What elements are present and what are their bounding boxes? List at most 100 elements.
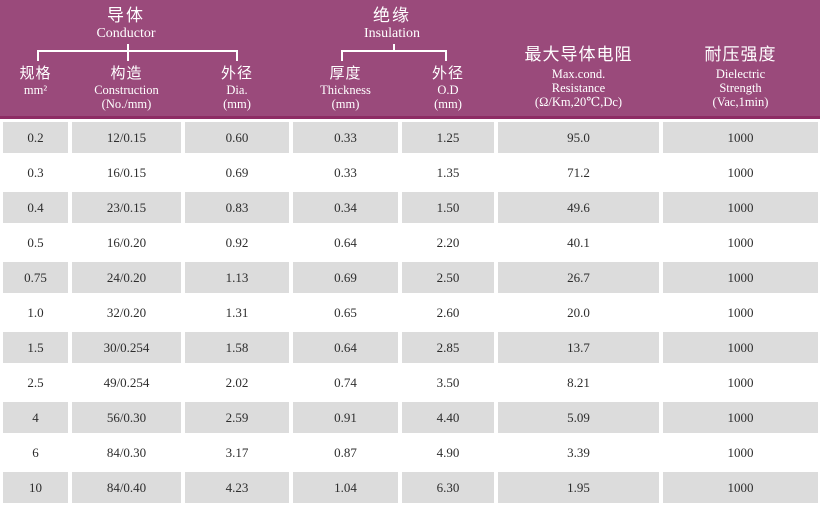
table-cell: 1.50 — [402, 192, 494, 223]
table-cell: 23/0.15 — [72, 192, 181, 223]
table-cell: 0.60 — [185, 122, 289, 153]
table-row: 6 84/0.30 3.17 0.87 4.90 3.39 1000 — [3, 437, 818, 468]
table-cell: 49/0.254 — [72, 367, 181, 398]
column-header-en: (mm) — [223, 97, 251, 111]
insulation-group-header: 绝缘 Insulation — [292, 6, 492, 42]
table-cell: 2.5 — [3, 367, 68, 398]
table-header: 导体 Conductor 绝缘 Insulation 规格 mm² 构造 Constr… — [0, 0, 820, 119]
table-row: 1.0 32/0.20 1.31 0.65 2.60 20.0 1000 — [3, 297, 818, 328]
table-cell: 2.02 — [185, 367, 289, 398]
table-cell: 1.0 — [3, 297, 68, 328]
table-cell: 0.33 — [293, 157, 398, 188]
table-cell: 49.6 — [498, 192, 659, 223]
table-cell: 0.65 — [293, 297, 398, 328]
table-cell: 2.85 — [402, 332, 494, 363]
column-header: 外径 O.D (mm) — [402, 65, 494, 111]
table-row: 0.2 12/0.15 0.60 0.33 1.25 95.0 1000 — [3, 122, 818, 153]
column-header-en: mm² — [23, 83, 48, 97]
column-headers: 规格 mm² 构造 Construction (No./mm) 外径 Dia. (mm) 厚度 T… — [3, 45, 817, 111]
table-cell: 40.1 — [498, 227, 659, 258]
table-cell: 8.21 — [498, 367, 659, 398]
column-header-en: (mm) — [434, 97, 462, 111]
table-cell: 0.34 — [293, 192, 398, 223]
table-cell: 1000 — [663, 122, 818, 153]
table-cell: 1.5 — [3, 332, 68, 363]
table-cell: 95.0 — [498, 122, 659, 153]
table-cell: 0.4 — [3, 192, 68, 223]
table-cell: 0.91 — [293, 402, 398, 433]
table-cell: 6 — [3, 437, 68, 468]
column-header-zh: 构造 — [110, 66, 143, 82]
table-cell: 0.87 — [293, 437, 398, 468]
table-cell: 0.83 — [185, 192, 289, 223]
table-cell: 16/0.20 — [72, 227, 181, 258]
table-cell: 0.75 — [3, 262, 68, 293]
column-header-en: (No./mm) — [101, 97, 152, 111]
table-cell: 4.23 — [185, 472, 289, 503]
column-header-en: Resistance — [551, 81, 606, 95]
table-cell: 4.40 — [402, 402, 494, 433]
column-header-en: Strength — [719, 81, 762, 95]
column-header-zh: 最大导体电阻 — [524, 45, 633, 64]
table-cell: 0.3 — [3, 157, 68, 188]
table-cell: 24/0.20 — [72, 262, 181, 293]
table-row: 1.5 30/0.254 1.58 0.64 2.85 13.7 1000 — [3, 332, 818, 363]
table-cell: 10 — [3, 472, 68, 503]
table-cell: 26.7 — [498, 262, 659, 293]
column-header: 构造 Construction (No./mm) — [72, 65, 181, 111]
column-header-en: Dia. — [226, 83, 248, 97]
table-cell: 1000 — [663, 437, 818, 468]
column-header: 最大导体电阻 Max.cond. Resistance (Ω/Km,20℃,Dc) — [498, 45, 659, 111]
table-cell: 4.90 — [402, 437, 494, 468]
table-cell: 0.69 — [293, 262, 398, 293]
table-cell: 84/0.30 — [72, 437, 181, 468]
conductor-bracket-line — [37, 50, 238, 61]
table-cell: 1000 — [663, 192, 818, 223]
column-header-en: (Vac,1min) — [712, 95, 769, 109]
column-header-en: Dielectric — [715, 67, 766, 81]
table-cell: 2.60 — [402, 297, 494, 328]
table-cell: 2.50 — [402, 262, 494, 293]
table-cell: 0.92 — [185, 227, 289, 258]
table-cell: 1000 — [663, 262, 818, 293]
table-cell: 3.17 — [185, 437, 289, 468]
table-row: 2.5 49/0.254 2.02 0.74 3.50 8.21 1000 — [3, 367, 818, 398]
table-cell: 1000 — [663, 227, 818, 258]
column-header-zh: 外径 — [220, 66, 253, 82]
table-cell: 1000 — [663, 472, 818, 503]
table-row: 0.3 16/0.15 0.69 0.33 1.35 71.2 1000 — [3, 157, 818, 188]
table-cell: 2.20 — [402, 227, 494, 258]
column-header-en: (mm) — [331, 97, 360, 111]
insulation-group-label-en: Insulation — [364, 25, 420, 41]
column-header-en: O.D — [437, 83, 459, 97]
table-row: 4 56/0.30 2.59 0.91 4.40 5.09 1000 — [3, 402, 818, 433]
table-cell: 0.33 — [293, 122, 398, 153]
table-cell: 1000 — [663, 157, 818, 188]
table-cell: 0.74 — [293, 367, 398, 398]
insulation-group-label-zh: 绝缘 — [373, 6, 411, 25]
table-body: 0.2 12/0.15 0.60 0.33 1.25 95.0 1000 0.3 16/0.15… — [0, 119, 820, 503]
table-cell: 56/0.30 — [72, 402, 181, 433]
conductor-bracket-stub — [127, 44, 129, 61]
table-cell: 1000 — [663, 402, 818, 433]
table-row: 0.4 23/0.15 0.83 0.34 1.50 49.6 1000 — [3, 192, 818, 223]
table-cell: 1.25 — [402, 122, 494, 153]
column-header-zh: 规格 — [19, 66, 52, 82]
table-cell: 6.30 — [402, 472, 494, 503]
column-header-zh: 耐压强度 — [704, 45, 777, 64]
table-cell: 30/0.254 — [72, 332, 181, 363]
table-cell: 0.5 — [3, 227, 68, 258]
column-header-zh: 外径 — [431, 66, 464, 82]
table-cell: 1.31 — [185, 297, 289, 328]
table-cell: 1000 — [663, 297, 818, 328]
table-cell: 32/0.20 — [72, 297, 181, 328]
table-cell: 1.13 — [185, 262, 289, 293]
column-header: 规格 mm² — [3, 65, 68, 111]
conductor-group-label-en: Conductor — [96, 25, 156, 41]
table-cell: 1000 — [663, 332, 818, 363]
table-cell: 5.09 — [498, 402, 659, 433]
table-cell: 0.64 — [293, 227, 398, 258]
table-cell: 71.2 — [498, 157, 659, 188]
table-row: 10 84/0.40 4.23 1.04 6.30 1.95 1000 — [3, 472, 818, 503]
